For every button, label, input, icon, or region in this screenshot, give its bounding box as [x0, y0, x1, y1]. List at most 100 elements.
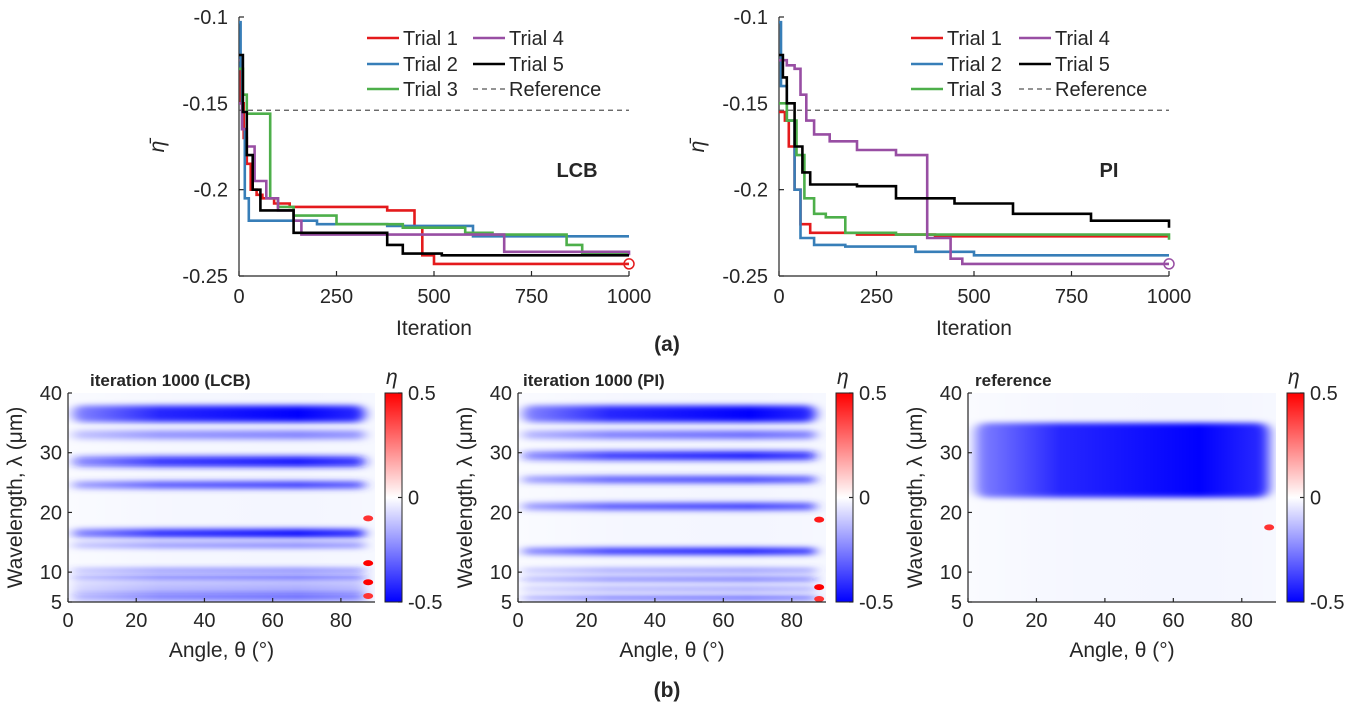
colorbar-label: η: [1288, 366, 1300, 389]
x-axis-label: Angle, θ (°): [619, 639, 724, 662]
heatmap-hotspot: [363, 579, 374, 586]
y-tick-label: 20: [40, 502, 62, 524]
heatmap-field: [968, 393, 1276, 602]
heatmap-shading: [68, 393, 375, 602]
x-tick-label: 20: [125, 610, 147, 632]
heatmap-title: iteration 1000 (LCB): [90, 371, 251, 390]
heatmap-title: iteration 1000 (PI): [523, 371, 665, 390]
heatmap-hotspot: [814, 584, 825, 591]
colorbar: 0.5 0 -0.5 η: [384, 366, 442, 614]
y-tick-label: 5: [51, 592, 62, 614]
x-tick-label: 40: [193, 610, 215, 632]
colorbar-tick-label: -0.5: [1310, 592, 1344, 614]
heatmap-field: [68, 393, 375, 602]
heatmap-hotspot: [814, 516, 825, 523]
method-annotation: PI: [1100, 160, 1119, 182]
x-tick-label: 80: [1231, 610, 1253, 632]
x-tick-label: 20: [575, 610, 597, 632]
y-tick-label: 20: [490, 502, 512, 524]
y-tick-label: 10: [490, 562, 512, 584]
x-tick-label: 60: [262, 610, 284, 632]
legend-label: Trial 1: [403, 28, 458, 50]
y-tick-label: 30: [940, 443, 962, 465]
x-tick-label: 20: [1025, 610, 1047, 632]
colorbar-tick-label: 0.5: [408, 383, 436, 405]
colorbar-tick-label: 0: [859, 488, 870, 510]
x-tick-label: 500: [417, 286, 450, 308]
x-axis-label: Iteration: [396, 317, 472, 340]
y-tick-label: -0.1: [194, 7, 228, 29]
legend-label: Trial 5: [509, 54, 564, 76]
colorbar-label: η: [837, 366, 849, 389]
final-best-marker: [1163, 258, 1175, 270]
y-tick-label: 40: [490, 383, 512, 405]
y-axis-label: Wavelength, λ (μm): [904, 407, 927, 589]
heatmap-shading: [968, 393, 1276, 602]
y-tick-label: 40: [940, 383, 962, 405]
colorbar-tick-label: 0.5: [859, 383, 887, 405]
legend-label: Trial 1: [947, 28, 1002, 50]
y-tick-label: -0.25: [182, 266, 228, 288]
heatmap-hotspot: [814, 596, 825, 602]
heatmap-hotspot: [363, 593, 374, 600]
colorbar-tick-label: -0.5: [859, 592, 893, 614]
colorbar-tick-label: 0.5: [1310, 383, 1338, 405]
y-tick-label: -0.15: [182, 93, 228, 115]
y-tick-label: 10: [40, 562, 62, 584]
final-best-marker: [623, 258, 635, 270]
heatmap-field: [518, 393, 826, 602]
x-tick-label: 500: [957, 286, 990, 308]
colorbar: 0.5 0 -0.5 η: [1286, 366, 1344, 614]
legend-label: Reference: [509, 79, 601, 101]
x-tick-label: 0: [62, 610, 73, 632]
x-axis-label: Angle, θ (°): [1069, 639, 1174, 662]
y-axis-label: η̄: [686, 138, 709, 153]
line-chart-pi: 0 250 500 750 1000 -0.1 -0.15 -0.2 -0.25 Iteratio…: [686, 7, 1191, 340]
x-tick-label: 1000: [607, 286, 652, 308]
x-tick-label: 1000: [1147, 286, 1192, 308]
x-tick-label: 0: [233, 286, 244, 308]
legend-label: Trial 2: [947, 54, 1002, 76]
y-tick-label: 30: [40, 443, 62, 465]
y-tick-label: -0.15: [722, 93, 768, 115]
y-tick-label: -0.2: [734, 180, 768, 202]
legend-label: Trial 3: [947, 79, 1002, 101]
y-tick-label: -0.2: [194, 180, 228, 202]
line-chart-lcb: 0 250 500 750 1000 -0.1 -0.15 -0.2 -0.25 Iteratio…: [146, 7, 651, 340]
legend-label: Reference: [1055, 79, 1147, 101]
x-tick-label: 40: [1094, 610, 1116, 632]
heatmap-shading: [518, 393, 826, 602]
heatmap-title: reference: [975, 371, 1052, 390]
heatmap-hotspot: [363, 515, 374, 522]
legend: Trial 1 Trial 2 Trial 3 Trial 4 Trial 5 Refer…: [911, 28, 1147, 101]
caption-b: (b): [654, 679, 681, 702]
legend-label: Trial 5: [1055, 54, 1110, 76]
y-tick-label: 20: [940, 502, 962, 524]
y-tick-label: 5: [501, 592, 512, 614]
colorbar-tick-label: -0.5: [408, 592, 442, 614]
series-trial-5: [779, 53, 1171, 228]
y-tick-label: 30: [490, 443, 512, 465]
legend: Trial 1 Trial 2 Trial 3 Trial 4 Trial 5 Refer…: [367, 28, 601, 101]
heatmap-hotspot: [363, 560, 374, 567]
heatmap-hotspot: [1264, 524, 1275, 531]
heatmap-0: 0 20 40 60 80 5 10 20 30 40 Angle, θ (°) Wavelength…: [4, 366, 442, 662]
x-tick-label: 60: [712, 610, 734, 632]
legend-label: Trial 3: [403, 79, 458, 101]
colorbar: 0.5 0 -0.5 η: [835, 366, 893, 614]
x-tick-label: 40: [644, 610, 666, 632]
x-tick-label: 750: [1055, 286, 1088, 308]
x-tick-label: 750: [515, 286, 548, 308]
y-tick-label: 5: [951, 592, 962, 614]
series-trial-4: [779, 58, 1169, 266]
y-tick-label: -0.1: [734, 7, 768, 29]
x-tick-label: 250: [860, 286, 893, 308]
colorbar-tick-label: 0: [408, 488, 419, 510]
y-axis-label: Wavelength, λ (μm): [454, 407, 477, 589]
y-tick-label: 10: [940, 562, 962, 584]
x-axis-label: Angle, θ (°): [169, 639, 274, 662]
method-annotation: LCB: [556, 160, 597, 182]
x-tick-label: 60: [1162, 610, 1184, 632]
y-tick-label: 40: [40, 383, 62, 405]
